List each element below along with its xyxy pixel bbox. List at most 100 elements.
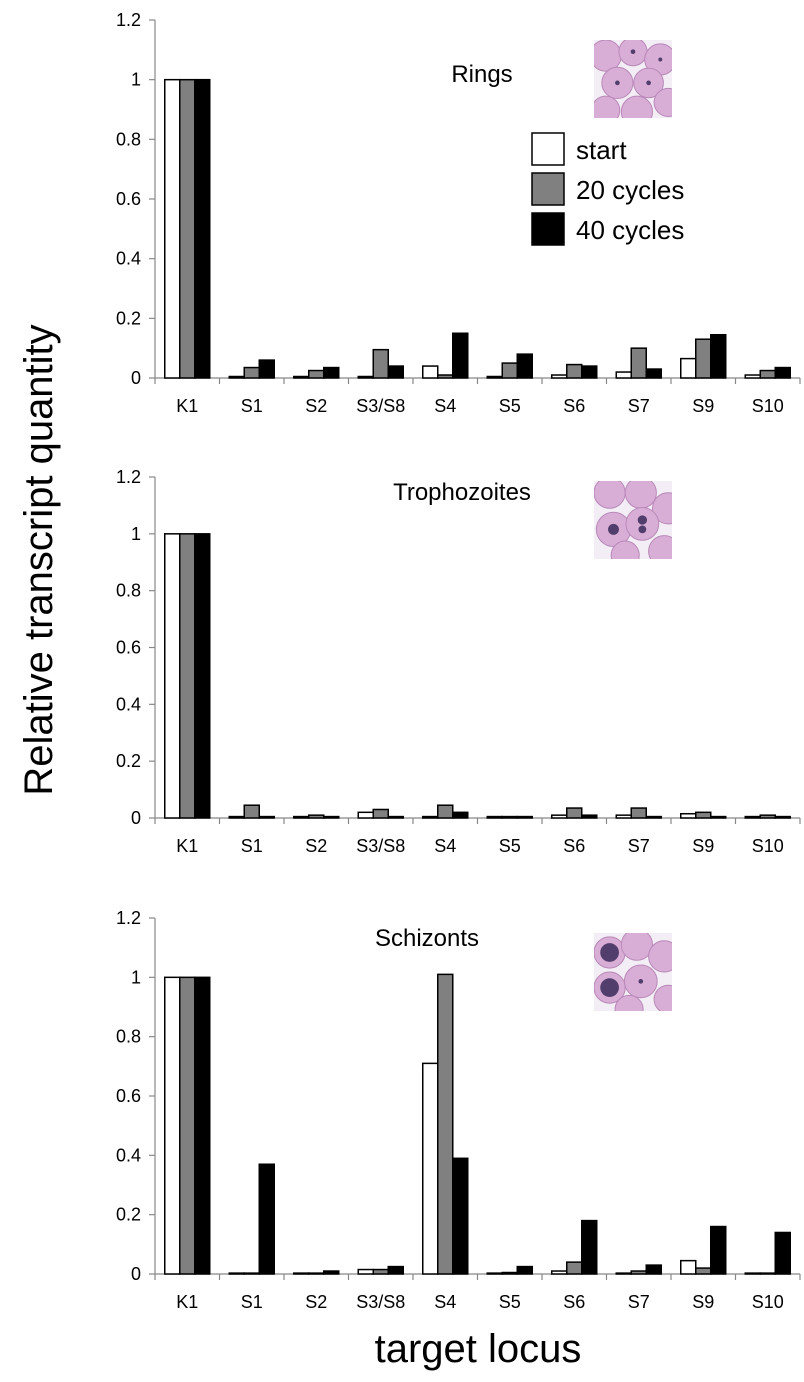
bar-start-s1 [228,815,245,819]
y-tick-label: 0.8 [116,1027,141,1047]
category-label-s3-s8: S3/S8 [356,1292,405,1312]
category-label-s1: S1 [241,396,263,416]
panel-trophozoites: 0 0.2 0.4 0.6 0.8 1 1.2 K1 S1 S2 S3/S8 S4 S5 S6 S7 S9 S1… [116,467,801,856]
bar-40-cycles-s3-s8 [387,815,404,819]
bar-40-cycles-s9 [710,333,727,379]
bar-20-cycles-s10 [759,1272,776,1275]
bar-20-cycles-s2 [308,1272,325,1275]
category-label-s2: S2 [305,836,327,856]
panel-title-rings: Rings [451,61,512,88]
bar-start-s9 [680,812,697,819]
category-label-s9: S9 [692,396,714,416]
category-label-s5: S5 [499,396,521,416]
bar-start-s3-s8 [357,375,374,379]
bar-start-s2 [293,1272,310,1275]
bar-start-s7 [615,1272,632,1275]
bar-20-cycles-s10 [759,369,776,379]
parasite [637,515,648,525]
bar-20-cycles-k1 [179,976,196,1275]
bar-40-cycles-k1 [194,976,211,1275]
bar-start-s5 [486,815,503,819]
parasite [600,978,619,997]
y-tick-label: 1 [131,70,141,90]
bar-40-cycles-k1 [194,533,211,819]
bar-start-s5 [486,375,503,379]
category-label-k1: K1 [176,836,198,856]
bar-20-cycles-s5 [501,1271,518,1275]
bar-40-cycles-s4 [452,811,469,819]
category-label-k1: K1 [176,1292,198,1312]
y-tick-label: 0.8 [116,129,141,149]
bar-20-cycles-s6 [566,807,583,819]
y-tick-label: 1 [131,524,141,544]
bar-20-cycles-s7 [630,807,647,819]
y-tick-label: 0 [131,368,141,388]
bar-40-cycles-s2 [323,366,340,379]
bar-start-s3-s8 [357,1268,374,1275]
red-blood-cell [610,540,640,559]
red-blood-cell [648,535,672,559]
red-blood-cell [624,481,657,509]
bar-40-cycles-s7 [645,815,662,819]
red-blood-cell [594,95,621,118]
category-label-s2: S2 [305,396,327,416]
bar-40-cycles-s2 [323,1270,340,1275]
panel-title-schizonts: Schizonts [375,925,479,952]
red-blood-cell [648,940,672,973]
legend-label-20-cycles: 20 cycles [576,175,684,205]
y-tick-label: 0 [131,808,141,828]
bar-40-cycles-s10 [774,366,791,379]
bar-start-s1 [228,375,245,379]
category-label-s10: S10 [752,1292,784,1312]
ring-stage-micrograph [594,40,672,118]
bar-40-cycles-s1 [258,1163,275,1275]
category-label-s4: S4 [434,836,456,856]
bar-20-cycles-s1 [243,366,260,379]
y-tick-label: 0.4 [116,249,141,269]
bar-40-cycles-s6 [581,814,598,819]
bar-40-cycles-s7 [645,368,662,379]
category-label-s4: S4 [434,396,456,416]
y-tick-label: 0.8 [116,581,141,601]
bar-20-cycles-s1 [243,1272,260,1275]
red-blood-cell [614,994,644,1011]
bar-40-cycles-s1 [258,359,275,379]
bar-start-k1 [164,78,181,379]
bar-start-s10 [744,815,761,819]
y-tick-label: 0.2 [116,1205,141,1225]
red-blood-cell [653,984,672,1011]
bar-20-cycles-s9 [695,1267,712,1275]
bar-40-cycles-s10 [774,815,791,819]
parasite [658,57,663,62]
y-tick-label: 1.2 [116,10,141,30]
parasite [600,943,619,962]
legend-swatch-start [531,132,565,166]
bar-start-k1 [164,533,181,819]
y-tick-label: 0.6 [116,189,141,209]
bar-20-cycles-s7 [630,347,647,379]
bar-20-cycles-s10 [759,814,776,819]
panel-title-trophozoites: Trophozoites [393,479,531,506]
bar-20-cycles-k1 [179,78,196,379]
bar-start-s9 [680,357,697,379]
category-label-s6: S6 [563,1292,585,1312]
bar-start-s6 [551,814,568,819]
bar-20-cycles-s4 [437,804,454,819]
bar-40-cycles-s4 [452,1157,469,1275]
bar-start-s1 [228,1272,245,1275]
bar-20-cycles-s2 [308,369,325,379]
category-label-s1: S1 [241,836,263,856]
panel-rings: 0 0.2 0.4 0.6 0.8 1 1.2 K1 S1 S2 S3/S8 S4 S5 S6 S7 S9 S1… [116,10,801,416]
red-blood-cell [620,933,653,961]
red-blood-cell [594,40,622,72]
bar-20-cycles-s4 [437,374,454,379]
category-label-s7: S7 [628,1292,650,1312]
parasite [638,525,647,534]
bar-40-cycles-s5 [516,815,533,819]
category-label-s4: S4 [434,1292,456,1312]
y-axis-title: Relative transcript quantity [17,324,61,795]
bar-start-s6 [551,374,568,379]
y-tick-label: 0.6 [116,638,141,658]
bar-20-cycles-s2 [308,814,325,819]
